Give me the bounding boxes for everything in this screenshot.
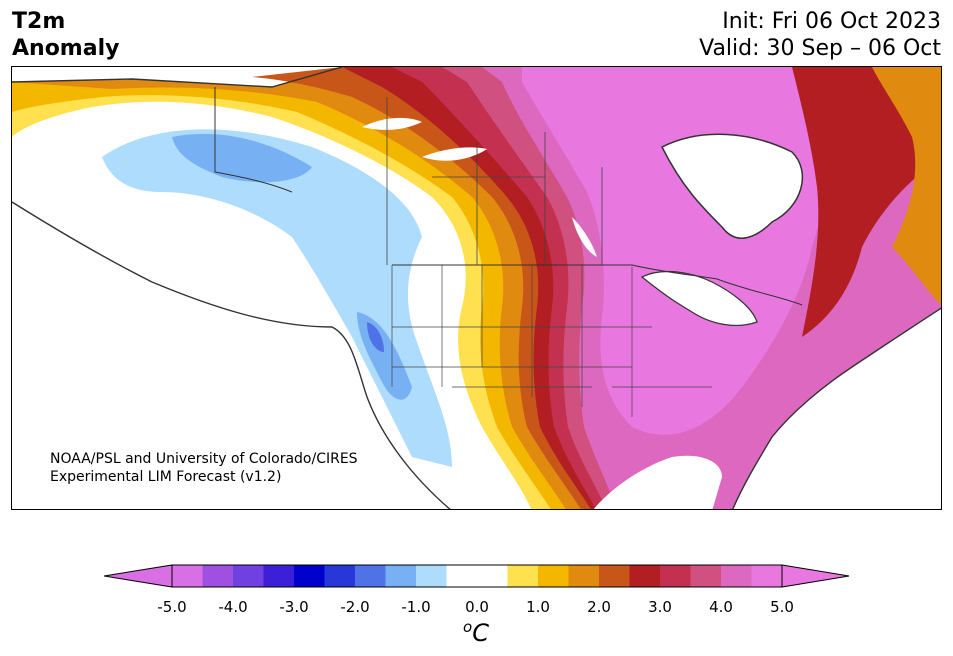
credit-line2: Experimental LIM Forecast (v1.2) (50, 469, 282, 485)
colorbar-tick-label: 0.0 (465, 598, 489, 616)
atlantic-ocean (732, 308, 941, 509)
units-superscript: o (463, 618, 473, 636)
colorbar-tick-label: -3.0 (279, 598, 309, 616)
colorbar-tick-label: -1.0 (401, 598, 431, 616)
colorbar-swatch (690, 565, 722, 587)
colorbar-swatch (721, 565, 752, 587)
alaska-border (214, 87, 293, 193)
colorbar-swatch (416, 565, 447, 587)
colorbar-tick-label: 5.0 (770, 598, 794, 616)
colorbar-ticks: -5.0 -4.0 -3.0 -2.0 -1.0 0.0 1.0 2.0 3.0 4.0 5.0 (0, 598, 953, 618)
title-line2: Anomaly (12, 36, 120, 61)
colorbar-swatch (660, 565, 691, 587)
colorbar-swatch (538, 565, 569, 587)
valid-date: Valid: 30 Sep – 06 Oct (699, 36, 941, 61)
colorbar-units: oC (463, 618, 489, 647)
colorbar-extend-min (103, 564, 173, 588)
great-slave-lake (422, 147, 487, 161)
colorbar-swatch (263, 565, 295, 587)
coastline (12, 67, 941, 509)
colorbar-swatch (172, 565, 203, 587)
great-bear-lake (362, 117, 422, 130)
colorbar-swatch (751, 565, 783, 587)
great-lakes (640, 271, 758, 327)
gulf-of-mexico (593, 455, 722, 509)
northeast-red (792, 67, 941, 337)
pacific-ocean (12, 202, 450, 509)
colorbar-swatch (355, 565, 386, 587)
colorbar-tick-label: -4.0 (218, 598, 248, 616)
colorbar-extend-max (781, 564, 850, 588)
date-block: Init: Fri 06 Oct 2023 Valid: 30 Sep – 06… (699, 8, 941, 62)
colorbar-swatch (568, 565, 600, 587)
cold-anomaly-dark (367, 322, 384, 352)
cold-anomaly-light (102, 129, 452, 467)
us-canada-border (392, 264, 803, 306)
province-borders (386, 97, 603, 265)
lake-winnipeg (572, 217, 597, 257)
cold-anomaly-mid (172, 133, 312, 183)
colorbar-swatch (599, 565, 630, 587)
title-block: T2m Anomaly (12, 8, 119, 62)
colorbar-tick-label: 3.0 (648, 598, 672, 616)
state-borders (391, 265, 712, 417)
colorbar-swatch (507, 565, 539, 587)
hudson-bay (660, 133, 803, 239)
colorbar-tick-label: -2.0 (340, 598, 370, 616)
colorbar-swatch (446, 565, 478, 587)
colorbar-swatch (233, 565, 264, 587)
colorbar-swatch (294, 565, 325, 587)
init-date: Init: Fri 06 Oct 2023 (722, 9, 941, 34)
colorbar-swatch (477, 565, 508, 587)
anomaly-map (12, 67, 941, 509)
colorbar-tick-label: 1.0 (526, 598, 550, 616)
credit-line1: NOAA/PSL and University of Colorado/CIRE… (50, 451, 358, 467)
colorbar-tick-label: -5.0 (157, 598, 187, 616)
colorbar-svg (103, 564, 850, 588)
northeast-orange (872, 67, 941, 305)
credit-block: NOAA/PSL and University of Colorado/CIRE… (50, 450, 358, 486)
colorbar-swatch (385, 565, 417, 587)
colorbar (103, 563, 850, 595)
colorbar-tick-label: 2.0 (587, 598, 611, 616)
colorbar-swatch (324, 565, 356, 587)
title-line1: T2m (12, 9, 66, 34)
colorbar-swatch (629, 565, 661, 587)
colorbar-swatch (202, 565, 234, 587)
units-label: C (472, 619, 489, 647)
colorbar-tick-label: 4.0 (709, 598, 733, 616)
map-panel: NOAA/PSL and University of Colorado/CIRE… (11, 66, 942, 510)
